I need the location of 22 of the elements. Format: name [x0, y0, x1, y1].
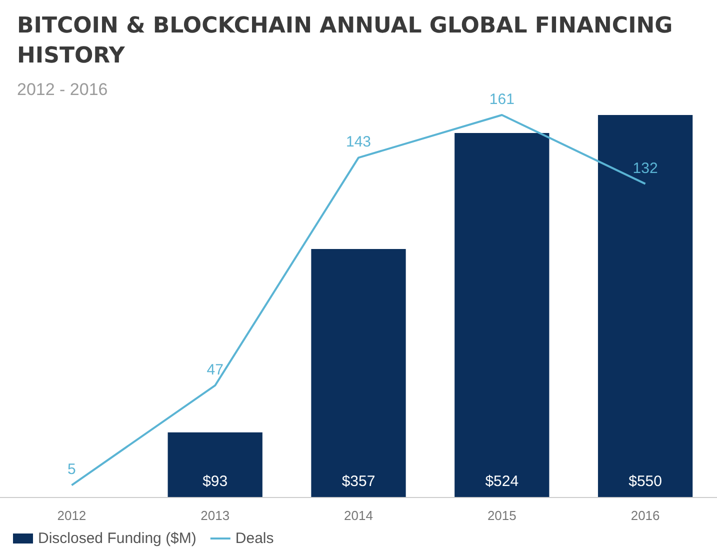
legend-label: Disclosed Funding ($M): [38, 530, 196, 547]
data-label: 5: [68, 461, 76, 478]
x-tick-label: 2013: [200, 508, 230, 523]
bar: [598, 115, 693, 497]
data-label: $550: [628, 473, 662, 490]
data-label: 143: [346, 134, 372, 151]
bar: [311, 249, 406, 497]
chart-subtitle: 2012 - 2016: [17, 80, 108, 99]
data-label: $524: [485, 473, 519, 490]
bar: [454, 133, 550, 497]
x-tick-label: 2012: [57, 508, 86, 523]
data-label: 47: [206, 361, 224, 378]
x-tick-label: 2015: [487, 508, 516, 523]
bar: [168, 432, 262, 497]
legend-label: Deals: [235, 530, 274, 547]
data-label: $357: [342, 473, 376, 490]
x-tick-label: 2016: [630, 508, 660, 523]
data-label: 132: [632, 160, 658, 177]
chart-title: BITCOIN & BLOCKCHAIN ANNUAL GLOBAL FINANCING HISTORY: [17, 14, 680, 68]
data-label: $93: [202, 473, 228, 490]
x-tick-label: 2014: [344, 508, 373, 523]
data-label: 161: [489, 91, 514, 108]
